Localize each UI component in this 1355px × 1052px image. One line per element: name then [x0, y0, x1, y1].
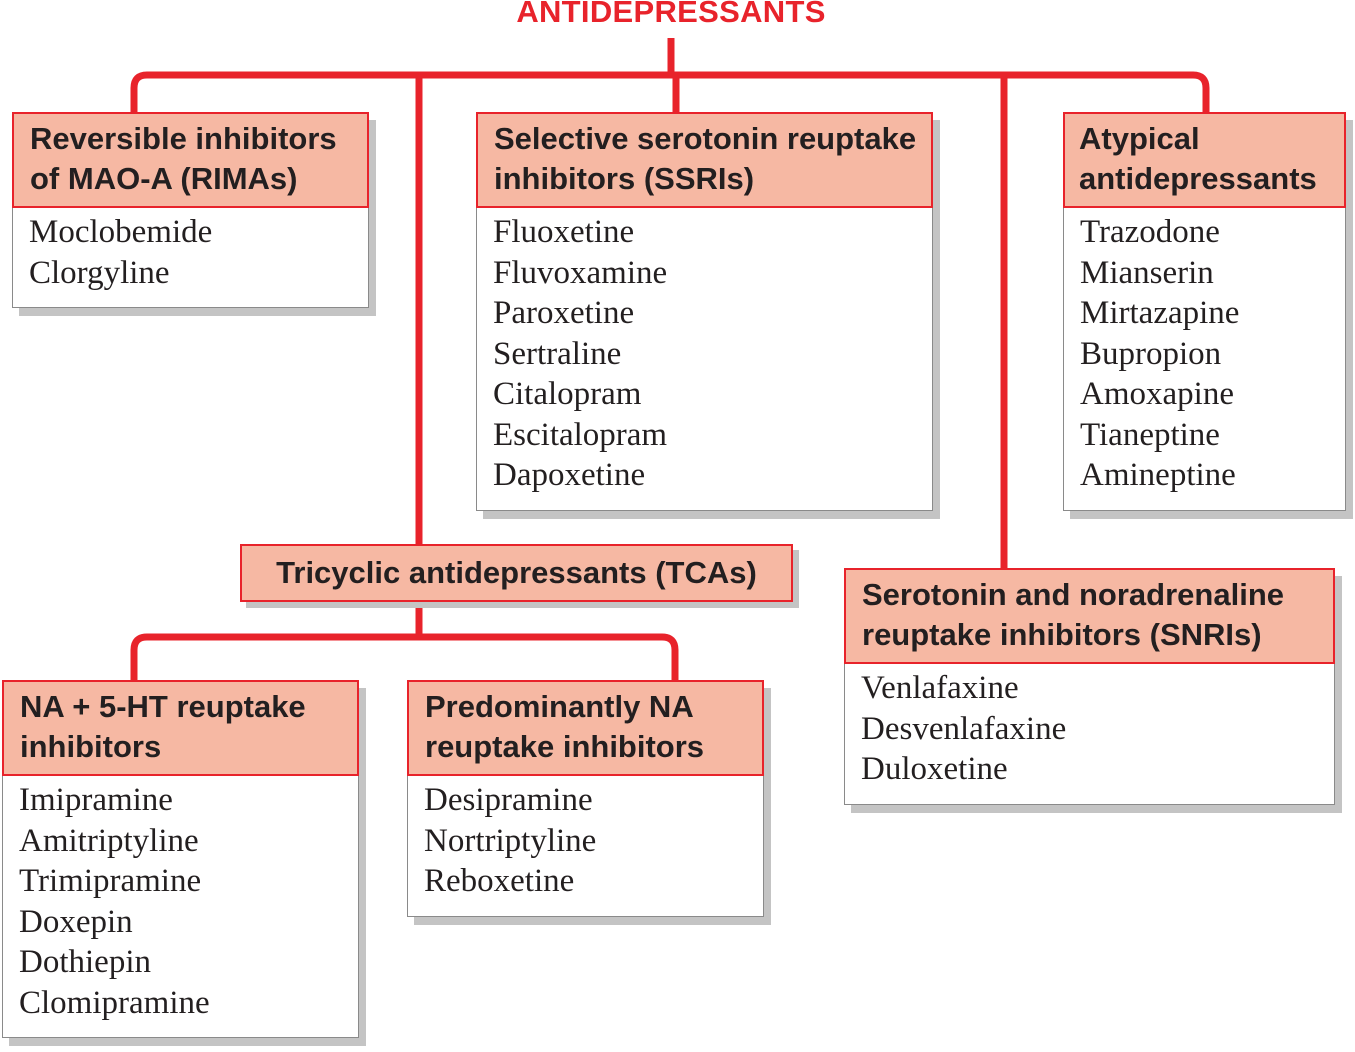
- predominantly-na-box: Predominantly NA reuptake inhibitors Des…: [407, 680, 764, 917]
- drug-item: Fluvoxamine: [493, 254, 668, 291]
- ssris-box: Selective serotonin reuptake inhibitors …: [476, 112, 933, 511]
- drug-item: Trazodone: [1080, 214, 1220, 250]
- atypical-box: Atypical antidepressants Trazodone Mians…: [1063, 112, 1346, 511]
- drug-item: Fluoxetine: [493, 214, 635, 250]
- drug-item: Dothiepin: [19, 944, 151, 980]
- tca-branch: [130, 633, 679, 680]
- predominantly-na-header: Predominantly NA reuptake inhibitors: [407, 680, 764, 776]
- diagram-title: ANTIDEPRESSANTS: [516, 0, 826, 29]
- drug-item: Trimipramine: [19, 863, 202, 899]
- drug-item: Amitriptyline: [19, 822, 199, 859]
- drug-item: Amineptine: [1080, 457, 1236, 493]
- drug-item: Reboxetine: [424, 863, 575, 899]
- drug-item: Clorgyline: [29, 254, 170, 291]
- drug-item: Paroxetine: [493, 295, 635, 331]
- drug-item: Desipramine: [424, 782, 593, 818]
- rimas-header: Reversible inhibitors of MAO-A (RIMAs): [12, 112, 369, 208]
- rimas-box: Reversible inhibitors of MAO-A (RIMAs) M…: [12, 112, 369, 308]
- drug-item: Citalopram: [493, 376, 642, 412]
- drug-item: Clomipramine: [19, 984, 210, 1021]
- snris-box: Serotonin and noradrenaline reuptake inh…: [844, 568, 1335, 805]
- top-branch: [130, 71, 1210, 112]
- atypical-header: Atypical antidepressants: [1063, 112, 1346, 208]
- drug-item: Imipramine: [19, 782, 173, 818]
- drug-item: Desvenlafaxine: [861, 710, 1067, 747]
- drug-item: Mianserin: [1080, 254, 1214, 291]
- na-5ht-box: NA + 5-HT reuptake inhibitors Imipramine…: [2, 680, 359, 1038]
- tcas-header: Tricyclic antidepressants (TCAs): [240, 544, 793, 602]
- na-5ht-header: NA + 5-HT reuptake inhibitors: [2, 680, 359, 776]
- drug-item: Escitalopram: [493, 416, 668, 453]
- drug-item: Nortriptyline: [424, 822, 597, 859]
- drug-item: Dapoxetine: [493, 457, 646, 493]
- drug-item: Tianeptine: [1080, 416, 1220, 453]
- drug-item: Sertraline: [493, 335, 622, 372]
- drug-item: Amoxapine: [1080, 376, 1234, 412]
- drug-item: Duloxetine: [861, 751, 1008, 787]
- snris-header: Serotonin and noradrenaline reuptake inh…: [844, 568, 1335, 664]
- drug-item: Venlafaxine: [861, 670, 1019, 706]
- drug-item: Mirtazapine: [1080, 295, 1240, 331]
- drug-item: Doxepin: [19, 903, 133, 940]
- ssris-header: Selective serotonin reuptake inhibitors …: [476, 112, 933, 208]
- drug-item: Moclobemide: [29, 214, 213, 250]
- drug-item: Bupropion: [1080, 335, 1222, 372]
